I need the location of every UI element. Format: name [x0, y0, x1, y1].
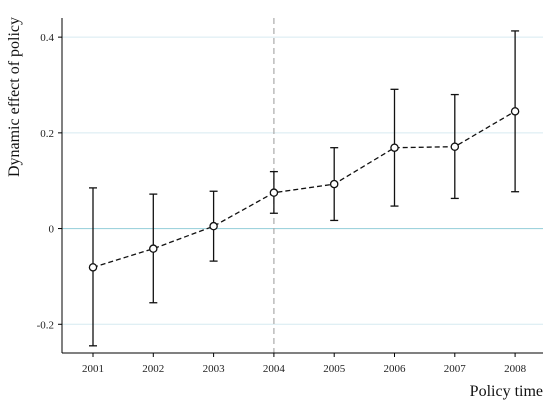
series-line	[92, 110, 516, 268]
tick-labels: -0.2 0 0.2 0.4 2001 2002 2003 2004 2005 2006 2007 2…	[37, 32, 527, 375]
data-point	[269, 188, 279, 197]
y-tick-label: -0.2	[37, 319, 54, 331]
data-point	[209, 221, 218, 231]
y-tick-label: 0.2	[40, 128, 54, 140]
x-axis-title: Policy time	[470, 383, 543, 400]
data-point	[88, 263, 98, 272]
data-point	[390, 143, 399, 152]
data-point	[450, 142, 460, 151]
axes	[58, 18, 543, 357]
data-points	[88, 107, 520, 272]
y-axis-title: Dynamic effect of policy	[6, 17, 23, 177]
series-line-path	[92, 110, 516, 268]
reference-lines	[62, 18, 543, 353]
x-tick-label: 2006	[384, 363, 407, 375]
x-tick-label: 2003	[203, 363, 226, 375]
data-point	[329, 179, 339, 189]
x-tick-label: 2005	[323, 363, 346, 375]
x-tick-label: 2007	[444, 363, 467, 375]
x-tick-label: 2008	[504, 363, 527, 375]
data-point	[510, 107, 520, 116]
x-tick-label: 2002	[142, 363, 164, 375]
grid-lines	[62, 36, 543, 325]
y-tick-label: 0.4	[40, 32, 54, 44]
data-point	[149, 244, 158, 253]
x-tick-label: 2001	[82, 363, 104, 375]
x-tick-label: 2004	[263, 363, 286, 375]
y-tick-label: 0	[49, 224, 55, 236]
